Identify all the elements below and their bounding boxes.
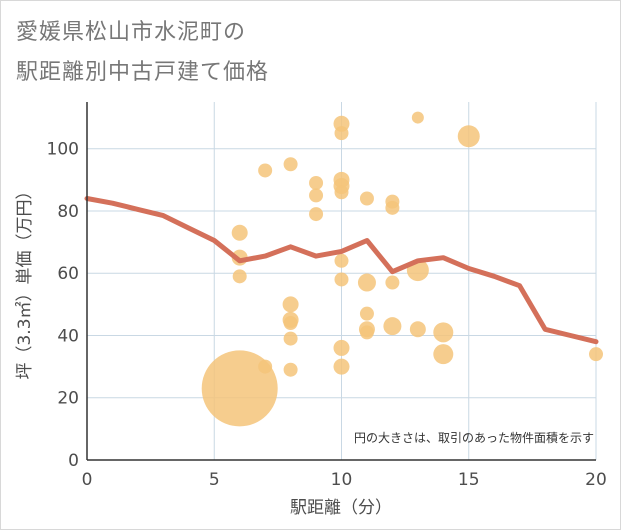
data-point — [309, 188, 324, 203]
data-point — [282, 296, 299, 313]
data-point — [411, 111, 424, 124]
data-point — [409, 321, 426, 338]
chart-title-line-1: 愛媛県松山市水泥町の — [16, 20, 247, 45]
x-tick-label: 20 — [585, 470, 607, 490]
data-point — [309, 207, 324, 222]
y-tick-label: 60 — [57, 264, 79, 284]
x-tick-labels: 0 5 10 15 20 — [82, 470, 607, 490]
data-point — [283, 157, 298, 172]
data-point — [283, 331, 298, 346]
data-point — [231, 224, 248, 241]
y-axis-title: 坪（3.3㎡）単価（万円） — [15, 182, 35, 379]
size-legend-note: 円の大きさは、取引のあった物件面積を示す — [354, 430, 594, 445]
data-point — [357, 273, 376, 292]
y-tick-label: 20 — [57, 389, 79, 409]
data-point — [359, 306, 374, 321]
grid — [87, 102, 597, 460]
data-point — [334, 126, 349, 141]
data-point — [589, 347, 603, 362]
data-point — [359, 191, 374, 206]
x-axis-title: 駅距離（分） — [290, 498, 392, 518]
data-point — [334, 185, 349, 200]
data-point — [385, 275, 400, 290]
data-point — [334, 272, 349, 287]
data-point — [309, 175, 324, 190]
data-point — [333, 358, 350, 375]
x-tick-label: 5 — [209, 470, 220, 490]
data-point — [258, 163, 273, 178]
y-tick-labels: 0 20 40 60 80 100 — [47, 140, 79, 471]
data-point — [232, 269, 247, 284]
axes — [86, 102, 596, 461]
y-tick-label: 80 — [57, 202, 79, 222]
y-tick-label: 100 — [47, 140, 79, 160]
trend-line — [84, 196, 599, 345]
data-point — [383, 317, 402, 336]
data-point — [359, 325, 374, 340]
x-tick-label: 10 — [331, 470, 353, 490]
data-point — [334, 253, 349, 268]
x-tick-label: 0 — [82, 470, 93, 490]
y-tick-label: 40 — [57, 326, 79, 346]
data-point — [201, 350, 278, 427]
data-point — [433, 322, 454, 343]
data-point — [385, 200, 400, 215]
bubble-layer — [201, 111, 603, 427]
y-tick-label: 0 — [68, 451, 79, 471]
data-point — [457, 125, 480, 148]
chart-title-line-2: 駅距離別中古戸建て価格 — [16, 60, 270, 85]
data-point — [283, 316, 298, 331]
data-point — [258, 359, 273, 374]
data-point — [333, 339, 350, 356]
data-point — [283, 362, 298, 377]
x-tick-label: 15 — [458, 470, 480, 490]
data-point — [433, 344, 454, 365]
